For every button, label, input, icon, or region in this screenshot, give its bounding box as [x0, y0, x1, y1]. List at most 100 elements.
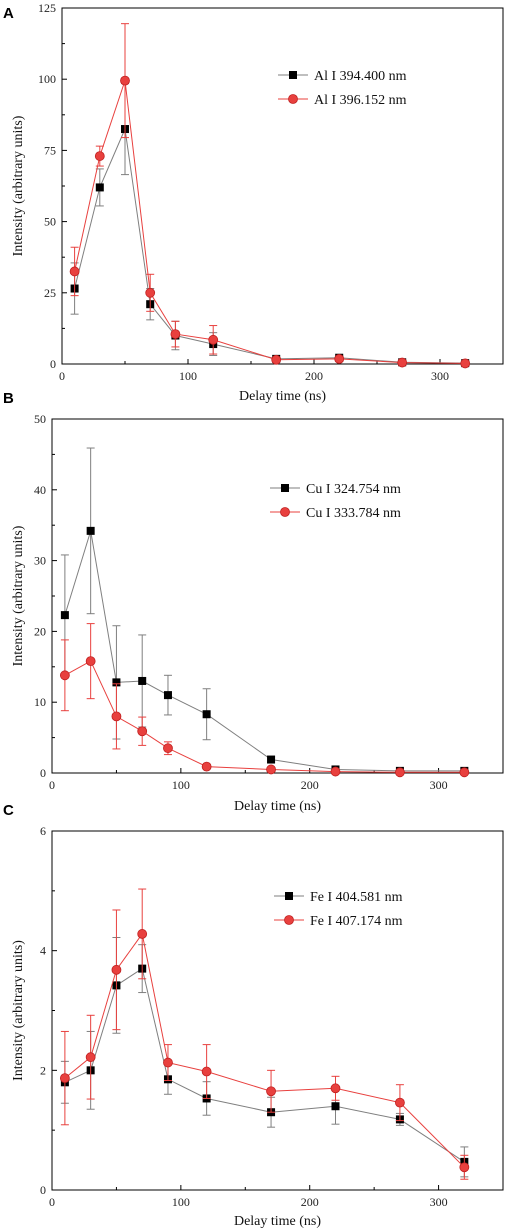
- series-line: [74, 127, 466, 364]
- data-point-circle: [459, 767, 470, 778]
- y-tick-label: 40: [34, 483, 46, 497]
- series-line: [74, 80, 466, 364]
- series-1: [60, 447, 469, 775]
- legend-label: Al I 394.400 nm: [314, 69, 407, 84]
- data-point-circle: [208, 334, 219, 345]
- y-tick-label: 6: [40, 824, 46, 838]
- legend-marker-circle: [288, 94, 298, 104]
- chart-panel-A: A 0 100 200 300 0 25 50 75 100 125 Delay time (ns) I…: [3, 1, 504, 404]
- x-axis-title: Delay time (ns): [234, 1214, 321, 1229]
- legend-label: Cu I 324.754 nm: [306, 482, 401, 497]
- x-tick-label: 200: [301, 1195, 319, 1209]
- data-point-square: [60, 611, 69, 620]
- data-point-circle: [459, 1162, 470, 1173]
- data-point-circle: [69, 266, 80, 277]
- data-point-square: [267, 755, 276, 764]
- series-2: [69, 23, 471, 369]
- data-point-circle: [120, 75, 130, 86]
- y-tick-label: 4: [40, 944, 46, 958]
- legend-marker-circle: [280, 507, 290, 517]
- x-tick-label: 100: [179, 369, 197, 383]
- data-point-circle: [397, 357, 408, 368]
- x-tick-label: 0: [49, 1195, 55, 1209]
- y-axis-title: Intensity (arbitrary units): [11, 115, 26, 256]
- chart-panel-C: C 0 100 200 300 0 2 4 6 Delay time (ns) Intensity …: [3, 802, 504, 1229]
- series-line: [64, 967, 465, 1163]
- data-point-square: [95, 183, 104, 192]
- series-line: [64, 530, 465, 772]
- series-line: [64, 932, 465, 1168]
- legend-label: Cu I 333.784 nm: [306, 506, 401, 521]
- x-tick-label: 100: [172, 1195, 190, 1209]
- legend-marker-square: [289, 71, 297, 79]
- data-point-circle: [271, 354, 282, 365]
- y-tick-label: 10: [34, 695, 46, 709]
- series-line: [64, 660, 465, 773]
- data-point-circle: [137, 929, 148, 939]
- data-point-circle: [395, 1097, 405, 1108]
- data-point-square: [112, 678, 121, 687]
- y-tick-label: 125: [38, 1, 56, 15]
- y-tick-label: 30: [34, 554, 46, 568]
- legend: Fe I 404.581 nm Fe I 407.174 nm: [274, 890, 403, 929]
- data-point-circle: [395, 767, 405, 778]
- y-tick-label: 50: [34, 412, 46, 426]
- x-tick-label: 200: [305, 369, 323, 383]
- data-point-circle: [59, 670, 70, 681]
- data-point-circle: [111, 964, 122, 975]
- y-tick-label: 2: [40, 1063, 46, 1077]
- legend: Cu I 324.754 nm Cu I 333.784 nm: [270, 482, 401, 521]
- legend-marker-square: [281, 484, 289, 492]
- data-point-square: [202, 710, 211, 719]
- data-point-circle: [94, 151, 105, 161]
- y-axis-title: Intensity (arbitrary units): [11, 525, 26, 666]
- x-tick-label: 200: [301, 778, 319, 792]
- data-point-circle: [111, 711, 122, 722]
- x-tick-label: 300: [430, 1195, 448, 1209]
- data-point-circle: [201, 761, 212, 772]
- x-tick-label: 0: [59, 369, 65, 383]
- panel-label: A: [3, 5, 14, 22]
- panel-label: C: [3, 802, 14, 819]
- legend-marker-circle: [284, 915, 294, 925]
- data-point-square: [331, 1102, 340, 1111]
- x-axis-title: Delay time (ns): [234, 799, 321, 814]
- data-point-circle: [334, 353, 345, 364]
- data-point-circle: [85, 1052, 96, 1063]
- x-tick-label: 300: [431, 369, 449, 383]
- y-tick-label: 100: [38, 72, 56, 86]
- data-point-circle: [163, 743, 173, 754]
- data-point-square: [163, 691, 172, 700]
- data-point-circle: [201, 1066, 212, 1077]
- data-point-circle: [460, 358, 471, 369]
- data-point-circle: [330, 1083, 341, 1094]
- legend-marker-square: [285, 892, 293, 900]
- y-tick-label: 75: [44, 143, 56, 157]
- data-point-circle: [137, 726, 148, 737]
- series-2: [59, 623, 470, 778]
- panel-label: B: [3, 390, 14, 407]
- data-point-square: [138, 676, 147, 685]
- legend-label: Al I 396.152 nm: [314, 93, 407, 108]
- series-1: [60, 937, 469, 1178]
- data-point-circle: [330, 766, 341, 777]
- data-point-circle: [85, 656, 96, 667]
- legend-label: Fe I 404.581 nm: [310, 890, 403, 905]
- data-point-circle: [145, 287, 156, 298]
- x-tick-label: 300: [430, 778, 448, 792]
- x-tick-label: 100: [172, 778, 190, 792]
- data-point-square: [86, 526, 95, 535]
- y-tick-label: 20: [34, 624, 46, 638]
- y-tick-label: 0: [50, 357, 56, 371]
- y-tick-label: 0: [40, 766, 46, 780]
- y-tick-label: 25: [44, 286, 56, 300]
- data-point-circle: [266, 764, 276, 775]
- legend: Al I 394.400 nm Al I 396.152 nm: [278, 69, 407, 108]
- y-axis-title: Intensity (arbitrary units): [11, 940, 26, 1081]
- data-point-circle: [170, 329, 181, 339]
- y-tick-label: 0: [40, 1183, 46, 1197]
- x-axis-title: Delay time (ns): [239, 389, 326, 404]
- plot-frame: [61, 7, 504, 365]
- data-point-circle: [266, 1086, 276, 1097]
